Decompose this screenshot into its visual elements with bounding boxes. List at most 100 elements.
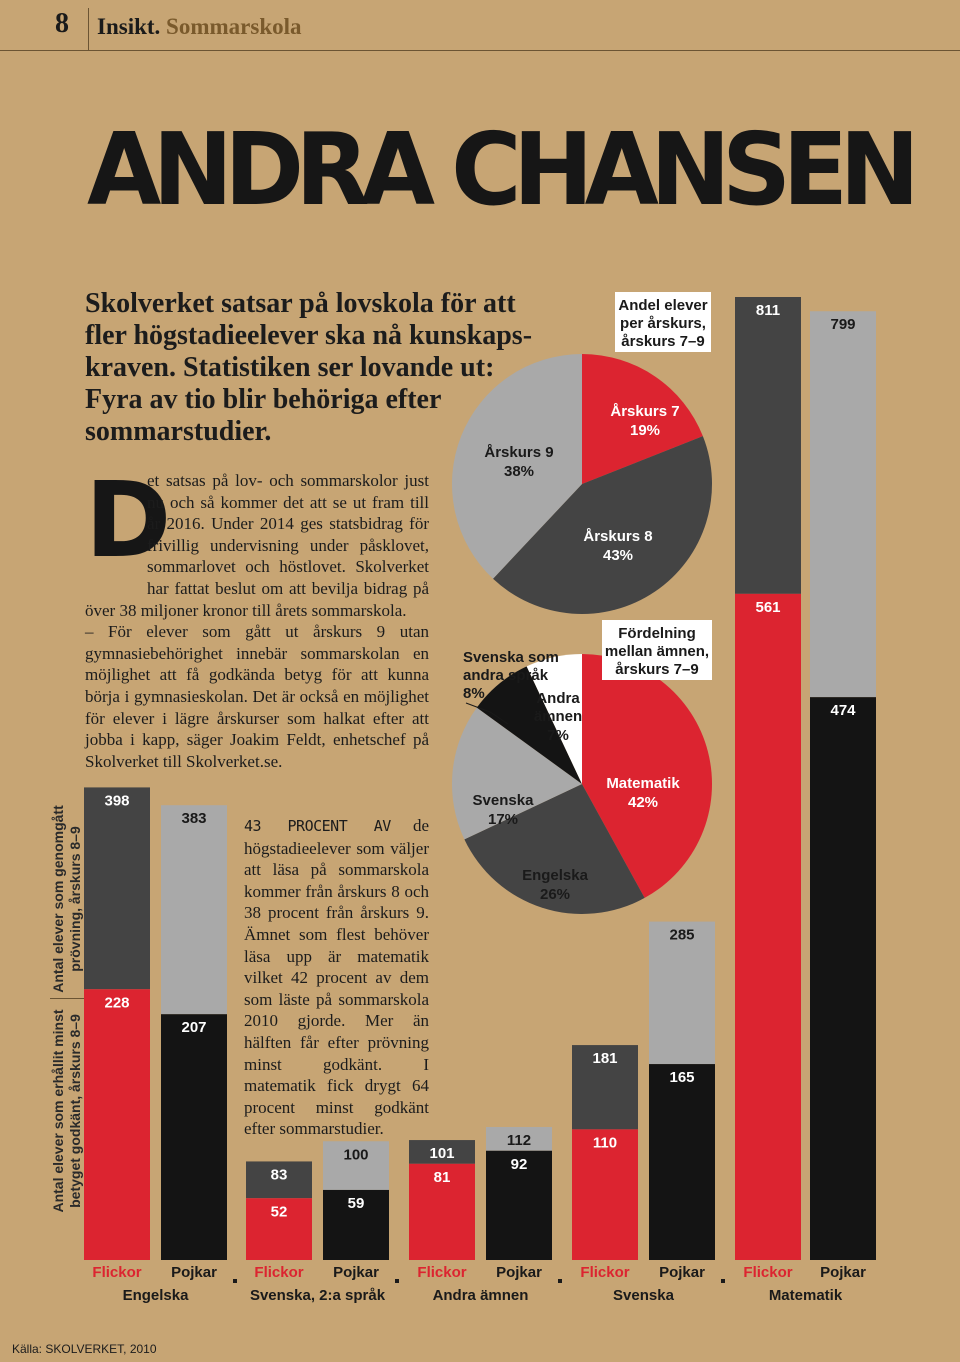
bar-tested-label-1: 383 [181,810,206,827]
body-paragraph-3: de högstadieelever som väljer att läsa p… [244,816,429,1139]
gender-label-5: Pojkar [496,1264,542,1281]
pie1-label-2: Årskurs 9 [484,444,553,461]
pie2-title-line-0: Fördelning [618,625,696,642]
pie2-label-1: Engelska [522,867,589,884]
pie2-percent-1: 26% [540,886,570,903]
pie1-title-line-1: per årskurs, [620,315,706,332]
pie2-label-3-line-1: andra språk [463,667,549,684]
bar-passed-label-6: 110 [593,1134,617,1151]
pie1-label-0: Årskurs 7 [610,403,679,420]
pie1-percent-2: 38% [504,463,534,480]
pie2-label-4-line-1: ämnen [534,708,582,725]
group-label-4: Matematik [769,1287,843,1304]
bar-passed-0 [84,989,150,1260]
bar-tested-2 [246,1161,312,1199]
bar-passed-label-8: 561 [755,599,780,616]
pie1-slice-0 [582,354,703,484]
bar-tested-label-8: 811 [756,302,780,319]
bar-passed-label-9: 474 [830,702,856,719]
bar-passed-label-5: 92 [511,1156,528,1173]
pie2-percent-4: 7% [547,727,569,744]
gender-label-6: Flickor [580,1264,629,1281]
bar-tested-label-0: 398 [104,792,129,809]
gender-label-2: Flickor [254,1264,303,1281]
pie2-label-0: Matematik [606,775,680,792]
bar-tested-label-7: 285 [669,927,694,944]
bar-passed-6 [572,1129,638,1260]
bar-tested-1 [161,805,227,1015]
bar-passed-8 [735,593,801,1260]
bar-tested-label-2: 83 [271,1166,288,1183]
article-title: ANDRA CHANSEN [87,111,920,228]
body-column-2: 43 PROCENT AV de högstadieelever som väl… [244,815,429,1140]
bar-tested-4 [409,1140,475,1164]
gender-label-4: Flickor [417,1264,466,1281]
pie2-leader-line [465,702,509,725]
group-label-2: Andra ämnen [433,1287,529,1304]
bar-tested-label-3: 100 [343,1146,368,1163]
section-title: Insikt. Sommarskola [97,14,302,40]
bar-passed-9 [810,697,876,1260]
drop-cap: D [85,459,172,581]
pie2-label-2: Svenska [473,792,535,809]
page-header: 8 Insikt. Sommarskola [0,0,960,51]
bar-passed-3 [323,1189,389,1260]
group-dot-1 [395,1279,399,1283]
bar-passed-label-2: 52 [271,1203,288,1220]
group-dot-2 [558,1279,562,1283]
body-paragraph-2: – För elever som gått ut årskurs 9 utan … [85,622,429,771]
bar-tested-label-9: 799 [830,316,855,333]
bar-tested-3 [323,1141,389,1190]
bar-passed-7 [649,1064,715,1260]
pie2-slice-3 [476,666,582,784]
pie1-title-box [615,292,711,352]
group-label-1: Svenska, 2:a språk [250,1287,386,1304]
pie2-title-box [602,620,712,680]
pie2-title-line-2: årskurs 7–9 [615,661,698,678]
pie2-slice-2 [452,707,582,840]
pie2-title-line-1: mellan ämnen, [605,643,709,660]
source-note: Källa: SKOLVERKET, 2010 [12,1342,157,1356]
pie2-slice-0 [582,654,712,898]
bar-passed-1 [161,1014,227,1260]
gender-label-1: Pojkar [171,1264,217,1281]
bar-tested-6 [572,1045,638,1130]
pie2-slice-4 [526,654,582,784]
pie2-slice-1 [464,784,645,915]
pie1-percent-1: 43% [603,547,633,564]
bar-tested-label-5: 112 [507,1132,531,1149]
section-name: Insikt. [97,14,161,39]
pie2-percent-0: 42% [628,794,658,811]
header-divider [88,8,89,50]
pie2-percent-3: 8% [463,685,485,702]
pie1-slice-2 [452,354,582,579]
bar-tested-label-4: 101 [429,1145,454,1162]
bar-tested-label-6: 181 [592,1050,617,1067]
pie2-label-4-line-0: Andra [536,690,580,707]
pie2-percent-2: 17% [488,811,518,828]
bar-tested-8 [735,297,801,594]
pie1-label-1: Årskurs 8 [583,528,652,545]
pie1-title-line-2: årskurs 7–9 [621,333,704,350]
pie1-percent-0: 19% [630,422,660,439]
bar-tested-5 [486,1127,552,1151]
bar-passed-label-0: 228 [104,994,129,1011]
gender-label-3: Pojkar [333,1264,379,1281]
subsection-name: Sommarskola [166,14,302,39]
body-paragraph-3-lead: 43 PROCENT AV [244,817,391,835]
axis-label-divider [50,998,88,999]
body-paragraph-1: et satsas på lov- och sommarskolor just … [85,471,429,620]
pie1-title-line-0: Andel elever [618,297,707,314]
gender-label-0: Flickor [92,1264,141,1281]
group-dot-3 [721,1279,725,1283]
bar-passed-4 [409,1163,475,1260]
bar-passed-label-4: 81 [434,1169,451,1186]
bar-passed-2 [246,1198,312,1260]
group-label-0: Engelska [123,1287,190,1304]
bar-tested-0 [84,787,150,990]
gender-label-7: Pojkar [659,1264,705,1281]
gender-label-9: Pojkar [820,1264,866,1281]
bar-passed-label-1: 207 [181,1019,206,1036]
bar-tested-7 [649,921,715,1065]
